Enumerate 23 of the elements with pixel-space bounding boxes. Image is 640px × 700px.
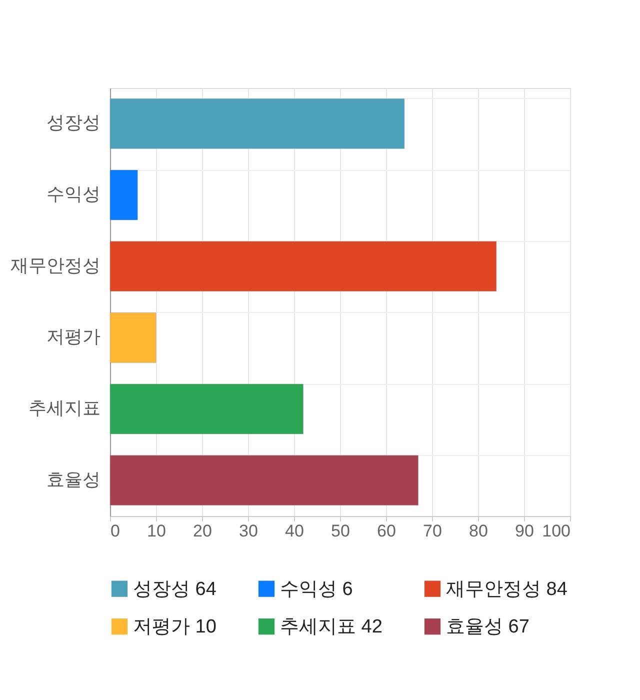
x-tick-label: 30 [239,522,258,540]
x-tick-label: 100 [542,522,570,540]
x-tick-label: 60 [377,522,396,540]
y-tick-label: 수익성 [46,184,100,204]
x-tick-label: 70 [423,522,442,540]
legend-label: 추세지표 42 [280,616,382,638]
y-tick-label: 저평가 [46,326,100,347]
legend-label: 효율성 67 [446,616,530,638]
y-tick-label: 효율성 [46,469,100,490]
y-tick-label: 성장성 [46,112,100,133]
x-tick-label: 90 [515,522,534,540]
x-tick-label: 40 [285,522,304,540]
x-tick-label: 50 [331,522,350,540]
x-tick-label: 0 [110,522,120,540]
x-tick-label: 10 [147,522,166,540]
legend-label: 재무안정성 84 [446,578,568,600]
legend-label: 저평가 10 [133,616,216,638]
y-tick-label: 추세지표 [28,398,100,418]
x-tick-label: 80 [469,522,488,540]
legend-label: 성장성 64 [133,578,217,600]
x-tick-label: 20 [193,522,212,540]
y-tick-label: 재무안정성 [10,255,100,276]
legend-label: 수익성 6 [280,578,353,600]
